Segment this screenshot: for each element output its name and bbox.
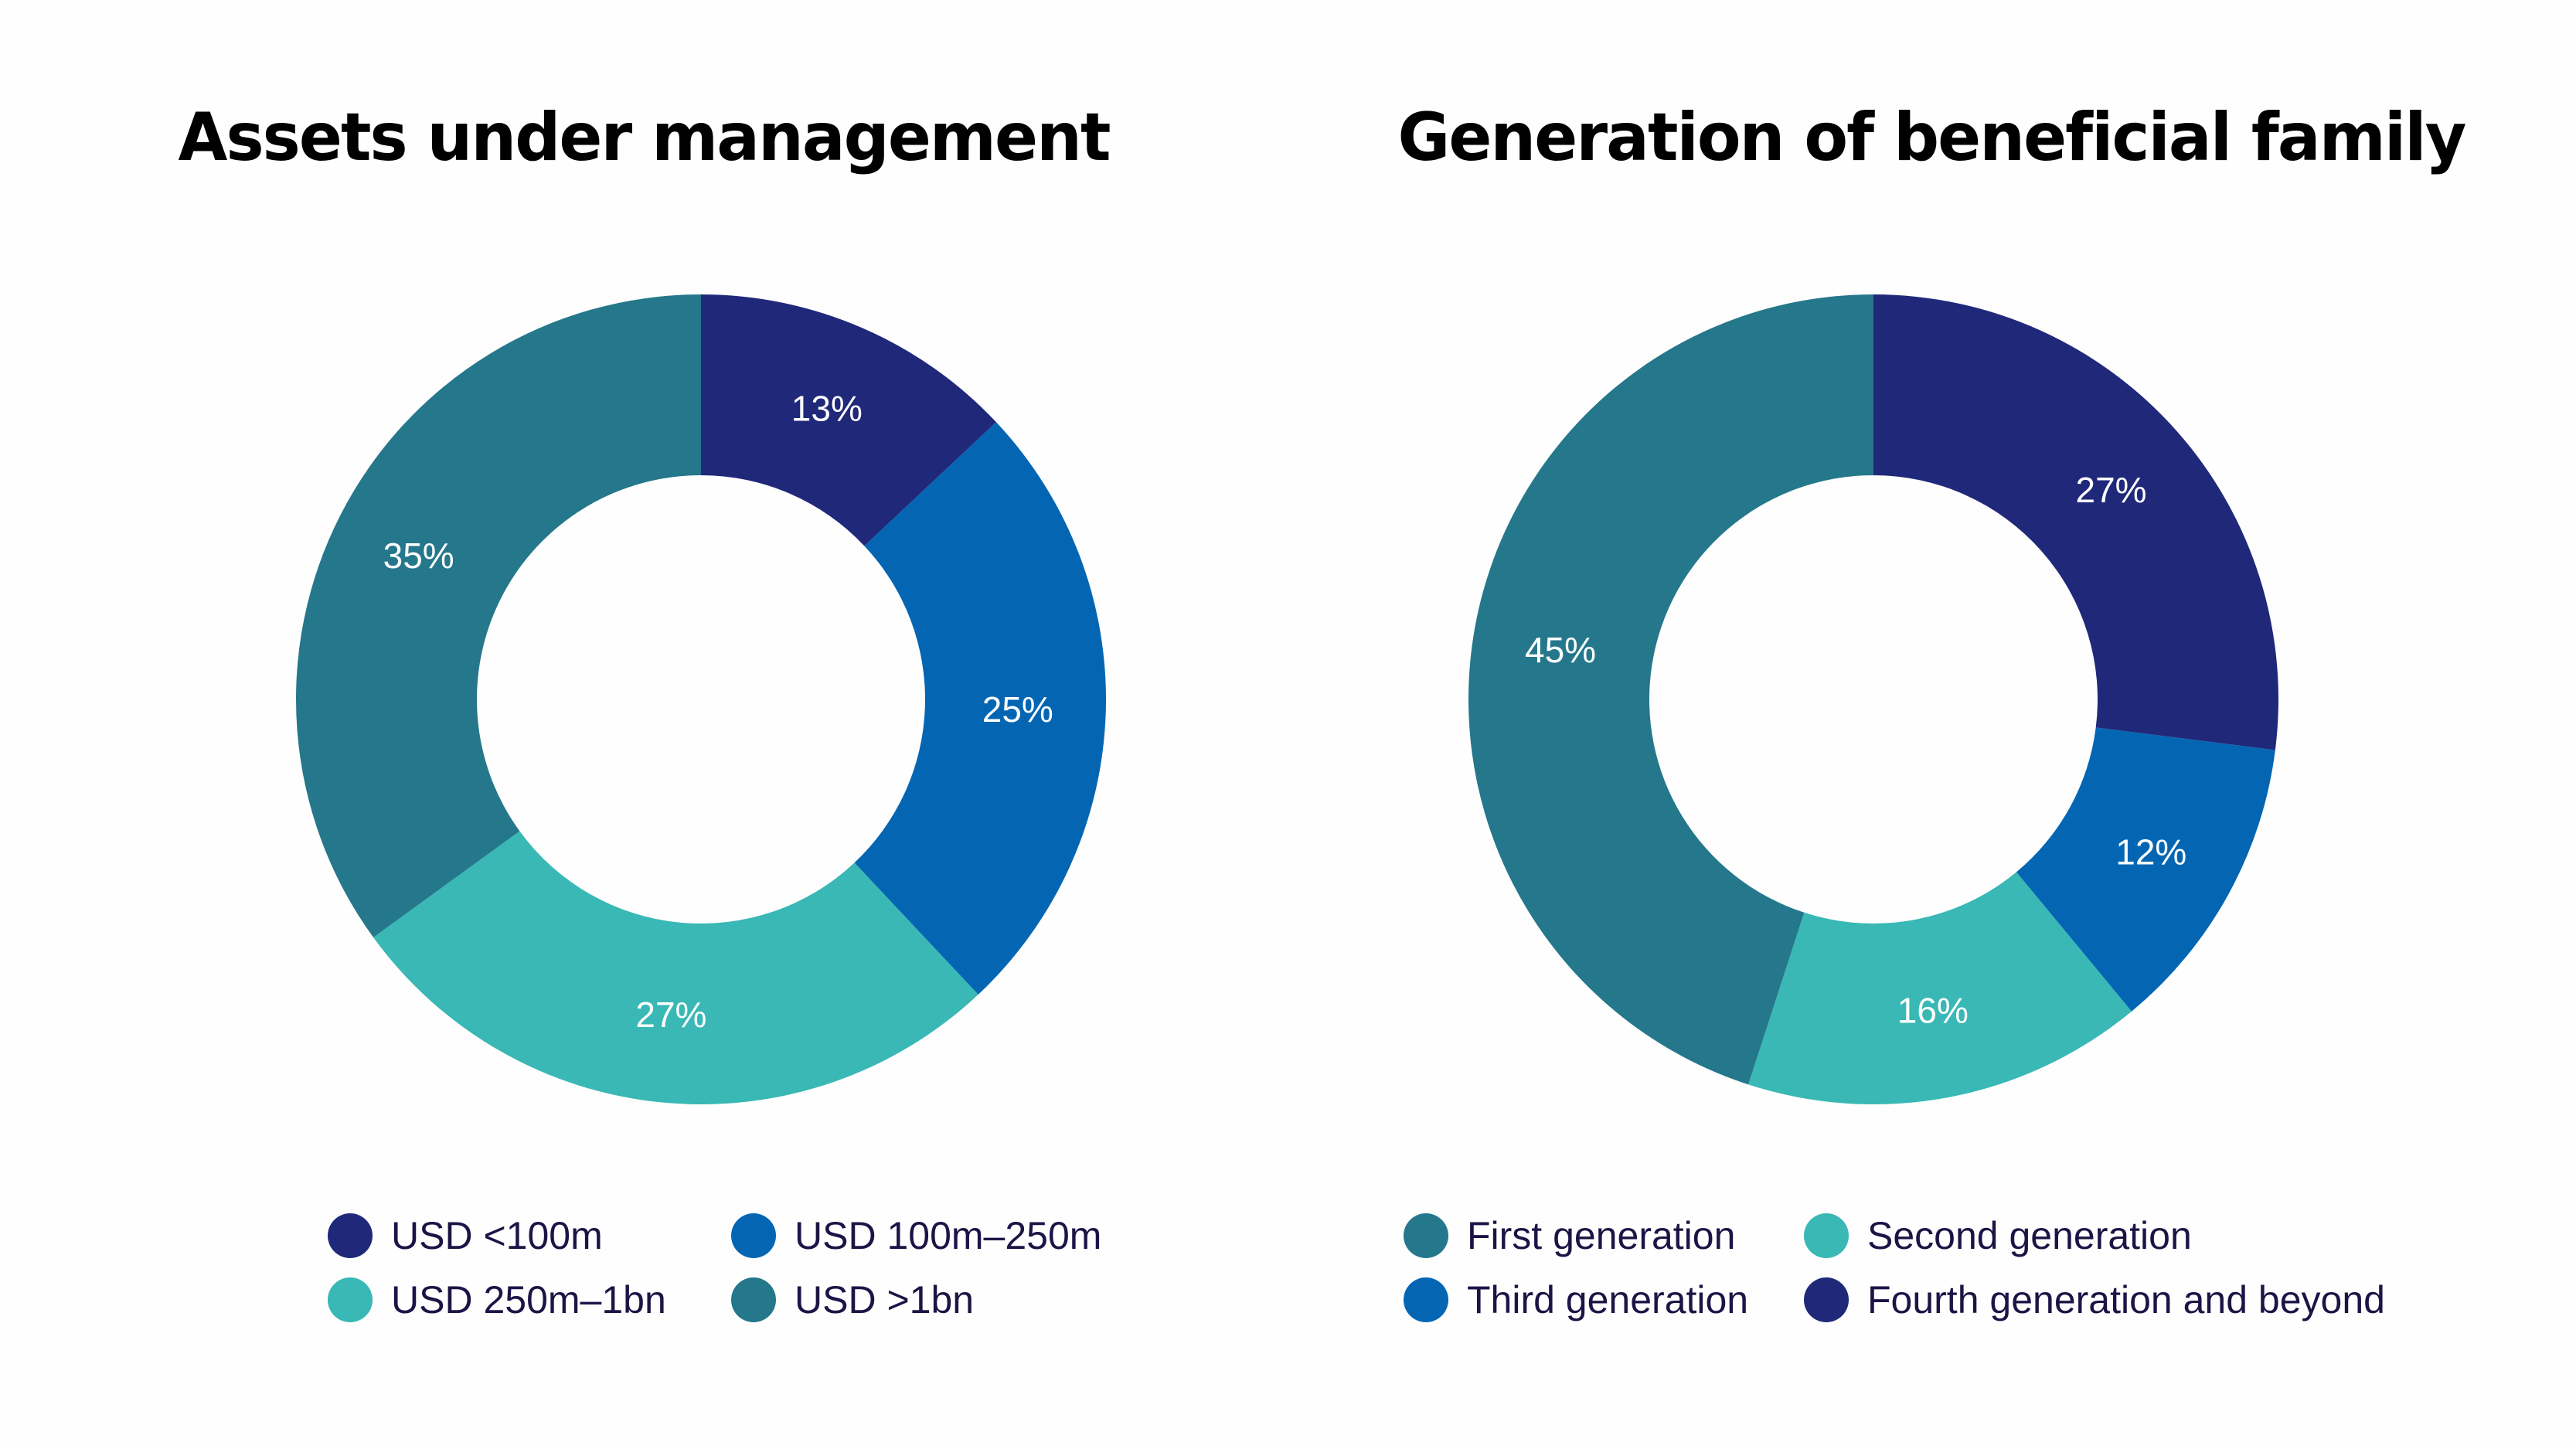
donut-slice-fourth-generation-and-beyond [1873, 294, 2278, 750]
donut-slice-usd-250m-1bn [373, 831, 978, 1104]
legend-label: First generation [1467, 1214, 1736, 1257]
slice-value-label: 13% [791, 389, 863, 429]
legend-item-first-generation: First generation [1404, 1213, 1735, 1258]
legend-label: Fourth generation and beyond [1867, 1278, 2385, 1321]
legend-swatch-icon [731, 1277, 776, 1322]
legend-label: Third generation [1467, 1278, 1749, 1321]
legend-item-second-generation: Second generation [1804, 1213, 2192, 1258]
legend-label: USD <100m [391, 1214, 603, 1257]
legend-swatch-icon [328, 1213, 373, 1258]
legend-swatch-icon [1804, 1277, 1849, 1322]
slice-value-label: 25% [982, 689, 1053, 730]
slice-value-label: 27% [2076, 470, 2147, 510]
generation-donut-chart: 27% 12% 16% 45% [1468, 294, 2278, 1105]
slice-value-label: 12% [2115, 832, 2186, 872]
legend-swatch-icon [731, 1213, 776, 1258]
aum-chart-title: Assets under management [178, 99, 1111, 176]
legend-swatch-icon [1404, 1213, 1448, 1258]
legend-label: Second generation [1867, 1214, 2192, 1257]
legend-item-usd-gt-1bn: USD >1bn [731, 1277, 974, 1322]
legend-item-usd-lt-100m: USD <100m [328, 1213, 603, 1258]
donut-slice-usd-100m-250m [854, 422, 1107, 995]
legend-swatch-icon [1804, 1213, 1849, 1258]
donut-slice-first-generation [1468, 294, 1873, 1085]
slice-value-label: 27% [635, 995, 706, 1035]
legend-item-third-generation: Third generation [1404, 1277, 1748, 1322]
legend-item-fourth-generation-and-beyond: Fourth generation and beyond [1804, 1277, 2385, 1322]
generation-chart-panel: Generation of beneficial family 27% 12% 16… [1288, 0, 2575, 1449]
donut-slice-usd-1bn [295, 294, 701, 937]
donut-slice-third-generation [2016, 727, 2275, 1012]
legend-label: USD >1bn [795, 1278, 975, 1321]
aum-chart-panel: Assets under management 13% 25% 27% 35% USD… [178, 99, 1111, 1322]
donut-slice-usd-100m [701, 294, 996, 546]
legend-swatch-icon [1404, 1277, 1448, 1322]
slice-value-label: 16% [1897, 991, 1969, 1031]
legend-item-usd-100m-250m: USD 100m–250m [731, 1213, 1101, 1258]
slice-value-label: 45% [1525, 630, 1596, 670]
donut-slice-second-generation [1748, 872, 2132, 1105]
legend-item-usd-250m-1bn: USD 250m–1bn [328, 1277, 666, 1322]
slice-value-label: 35% [383, 536, 454, 576]
legend-label: USD 100m–250m [795, 1214, 1102, 1257]
aum-donut-chart: 13% 25% 27% 35% [295, 294, 1107, 1104]
generation-chart-title: Generation of beneficial family [1397, 99, 2467, 176]
legend-label: USD 250m–1bn [391, 1278, 666, 1321]
legend-swatch-icon [328, 1277, 373, 1322]
